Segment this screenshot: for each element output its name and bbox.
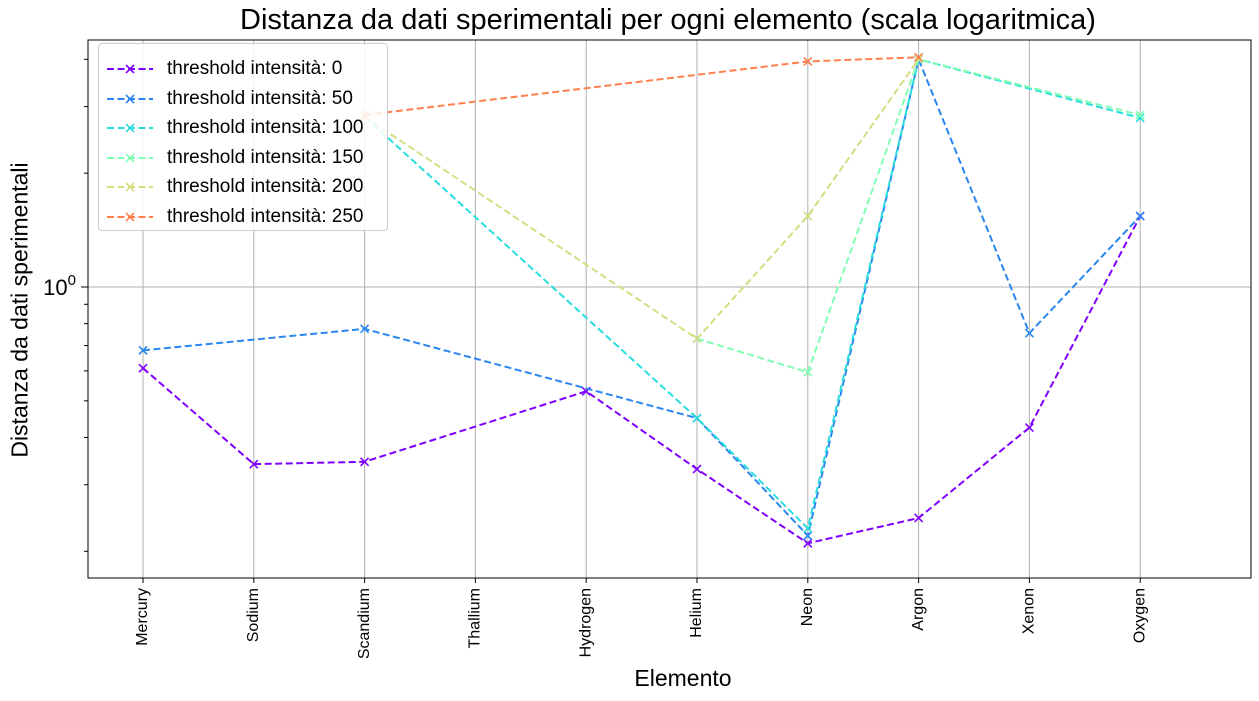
data-point-stroke: [249, 459, 259, 469]
legend-swatch: [107, 212, 153, 222]
legend-swatch: [107, 123, 153, 133]
data-point-stroke: [138, 363, 148, 373]
data-point: [692, 413, 702, 423]
x-axis-label: Elemento: [634, 665, 732, 691]
data-point-stroke: [914, 513, 924, 523]
legend-item: threshold intensità: 100: [105, 116, 363, 140]
legend-label: threshold intensità: 0: [167, 58, 343, 79]
data-point-stroke: [803, 367, 813, 377]
legend-swatch-marker: [125, 153, 135, 163]
legend-swatch: [107, 182, 153, 192]
legend-item: threshold intensità: 250: [105, 205, 363, 229]
x-tick-label: Thallium: [467, 588, 484, 648]
data-point: [360, 324, 370, 334]
data-point: [360, 457, 370, 467]
data-point: [803, 56, 813, 66]
x-tick-label: Hydrogen: [577, 588, 594, 657]
data-point-stroke: [1024, 422, 1034, 433]
legend-swatch: [107, 94, 153, 104]
legend-label: threshold intensità: 150: [167, 146, 364, 168]
data-point: [692, 334, 702, 344]
data-point: [1024, 422, 1034, 433]
data-point-stroke: [914, 54, 924, 64]
data-point-stroke: [692, 413, 702, 423]
data-point: [803, 523, 813, 533]
data-point-stroke: [803, 523, 813, 533]
data-point: [914, 513, 924, 523]
data-point: [1135, 211, 1145, 221]
y-tick-base: 10: [43, 275, 67, 300]
data-point: [1024, 328, 1034, 338]
legend-swatch-marker: [125, 94, 135, 104]
series-line: [364, 56, 919, 117]
data-point-stroke: [1024, 328, 1034, 338]
axes-frame: [87, 39, 1252, 579]
data-point-stroke: [803, 56, 813, 66]
x-tick-label: Helium: [688, 588, 705, 638]
legend-label: threshold intensità: 50: [167, 87, 353, 109]
legend-item: threshold intensità: 200: [105, 175, 363, 199]
data-point: [692, 464, 702, 474]
legend-swatch: [107, 153, 153, 163]
data-point-stroke: [914, 52, 924, 62]
data-point: [914, 54, 924, 64]
x-tick-label: Mercury: [134, 588, 151, 646]
x-tick-label: Argon: [910, 588, 927, 631]
series-line: [142, 215, 1142, 545]
legend-item: threshold intensità: 150: [105, 146, 363, 170]
data-point: [803, 367, 813, 377]
data-point-stroke: [692, 464, 702, 474]
legend-swatch-marker: [125, 123, 135, 133]
y-tick-label: 100: [43, 272, 76, 300]
data-point: [1135, 110, 1145, 120]
x-tick-label: Sodium: [245, 588, 262, 642]
legend-swatch: [107, 64, 153, 74]
y-tick-exponent: 0: [68, 272, 76, 289]
data-point: [803, 211, 813, 221]
data-point: [803, 531, 813, 541]
data-point: [914, 52, 924, 62]
chart-title: Distanza da dati sperimentali per ogni e…: [240, 4, 1096, 36]
y-axis-label: Distanza da dati sperimentali: [6, 162, 33, 458]
data-point-stroke: [803, 211, 813, 221]
legend-swatch-marker: [125, 64, 135, 74]
data-point-stroke: [803, 538, 813, 548]
series-line: [363, 58, 1141, 531]
data-point-stroke: [1135, 113, 1145, 123]
legend-label: threshold intensità: 100: [167, 117, 364, 139]
data-point-stroke: [692, 334, 702, 344]
legend-item: threshold intensità: 0: [105, 57, 342, 81]
data-point: [138, 363, 148, 373]
series-line: [696, 58, 1141, 374]
legend: threshold intensità: 0 threshold intensit…: [98, 43, 388, 231]
legend-item: threshold intensità: 50: [105, 87, 353, 111]
data-point: [138, 345, 148, 355]
series-line: [364, 58, 920, 340]
x-tick-label: Neon: [799, 588, 816, 626]
legend-swatch-marker: [125, 212, 135, 222]
data-point-stroke: [1135, 110, 1145, 120]
legend-swatch-marker: [125, 182, 135, 192]
legend-label: threshold intensità: 250: [167, 206, 364, 227]
x-tick-label: Xenon: [1021, 588, 1038, 634]
data-point-stroke: [1135, 211, 1145, 221]
x-tick-label: Scandium: [356, 588, 373, 659]
x-tick-label: Oxygen: [1131, 588, 1148, 643]
data-point-stroke: [360, 457, 370, 467]
data-point-stroke: [138, 345, 148, 355]
data-point-stroke: [803, 531, 813, 541]
data-point-stroke: [360, 324, 370, 334]
legend-label: threshold intensità: 200: [167, 176, 364, 198]
data-point: [249, 459, 259, 469]
data-point: [803, 538, 813, 548]
